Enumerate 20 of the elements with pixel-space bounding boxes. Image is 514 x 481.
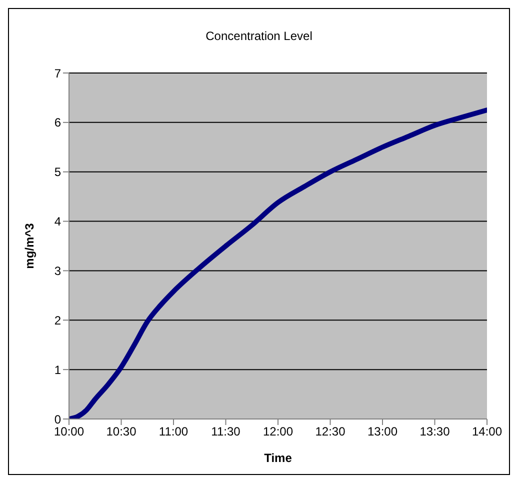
y-tick-label: 5 xyxy=(54,165,62,180)
y-tick-label: 1 xyxy=(54,362,62,377)
chart-title: Concentration Level xyxy=(204,28,314,45)
y-tick-label: 4 xyxy=(54,214,62,229)
y-axis-title: mg/m^3 xyxy=(22,222,36,269)
x-tick-label: 11:30 xyxy=(211,424,241,439)
x-tick-label: 12:00 xyxy=(262,424,294,439)
x-tick-label: 14:00 xyxy=(472,424,502,439)
x-tick-label: 13:30 xyxy=(420,424,450,439)
x-tick-label: 10:30 xyxy=(106,424,137,439)
y-tick-label: 3 xyxy=(54,264,62,278)
y-tick-label: 0 xyxy=(54,412,62,426)
y-tick-label: 6 xyxy=(54,116,62,130)
x-tick-label: 12:30 xyxy=(315,424,346,439)
y-tick-label: 7 xyxy=(54,66,62,80)
x-tick-label: 13:00 xyxy=(367,424,398,439)
x-tick-label: 10:00 xyxy=(54,424,84,439)
y-tick-label: 2 xyxy=(54,313,62,328)
x-axis-title: Time xyxy=(264,451,292,465)
x-tick-label: 11:00 xyxy=(158,424,188,439)
